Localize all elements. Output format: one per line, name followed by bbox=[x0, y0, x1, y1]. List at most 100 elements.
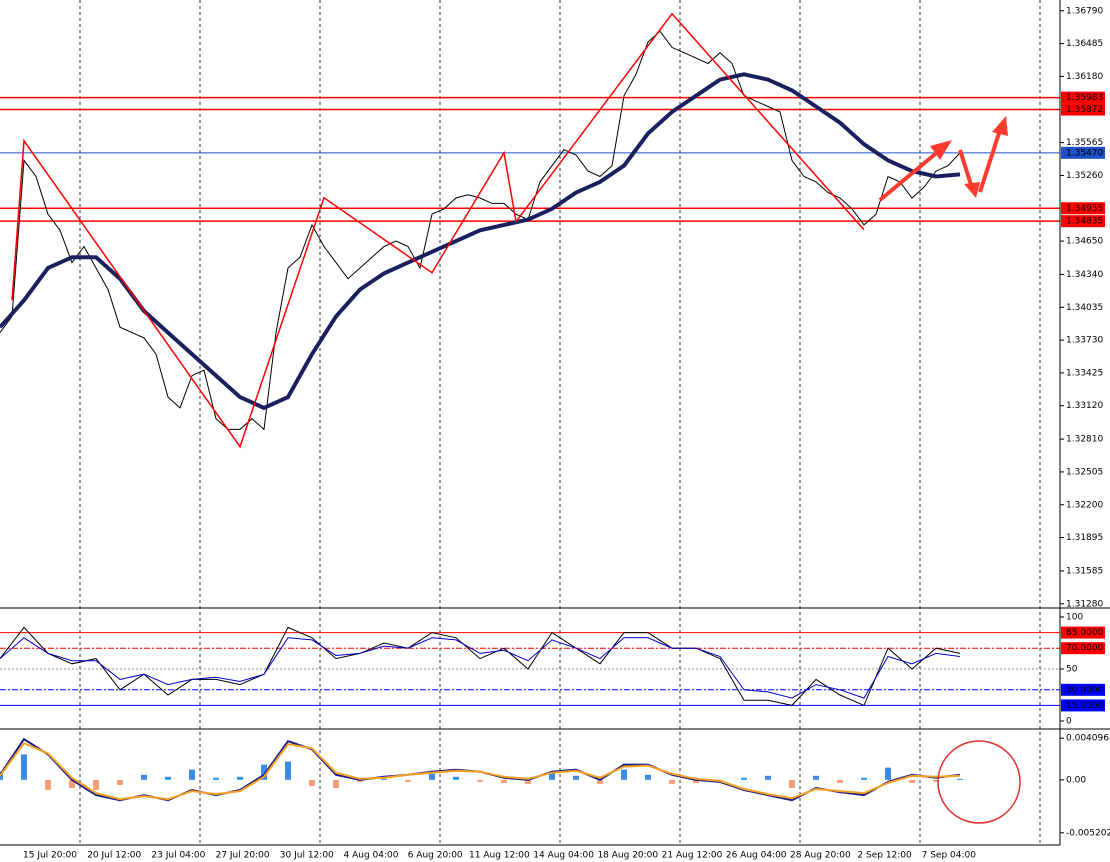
y-tick-label: 50 bbox=[1066, 665, 1078, 675]
level-label-bg bbox=[1061, 91, 1105, 104]
histogram-bar bbox=[69, 779, 75, 788]
y-tick-label: 0.0040965 bbox=[1066, 734, 1110, 744]
y-tick-label: 1.35565 bbox=[1066, 138, 1103, 148]
y-tick-label: 1.32810 bbox=[1066, 435, 1103, 445]
y-tick-label: 1.34835 bbox=[1066, 217, 1103, 227]
oscillator-line bbox=[0, 626, 961, 707]
histogram-bar bbox=[597, 779, 603, 784]
histogram-bar bbox=[453, 776, 459, 780]
histogram-bar bbox=[333, 779, 339, 788]
macd-line bbox=[0, 741, 961, 801]
moving-average bbox=[0, 72, 961, 411]
histogram-bar bbox=[165, 776, 171, 780]
y-tick-label: 1.31280 bbox=[1066, 599, 1103, 609]
arrow bbox=[978, 129, 1002, 193]
level-label-bg bbox=[1061, 215, 1105, 228]
y-tick-label: 15.0000 bbox=[1066, 701, 1103, 711]
histogram-bar bbox=[957, 778, 963, 780]
histogram-bar bbox=[765, 775, 771, 780]
forecast-arrows bbox=[878, 116, 1008, 202]
arrow-head bbox=[992, 116, 1008, 136]
y-tick-label: 1.33425 bbox=[1066, 368, 1103, 378]
x-tick-label: 26 Aug 04:00 bbox=[726, 851, 787, 861]
arrow bbox=[958, 149, 974, 189]
histogram-bar bbox=[789, 779, 795, 788]
y-tick-label: 1.34650 bbox=[1066, 237, 1103, 247]
price-line bbox=[0, 30, 961, 431]
x-tick-label: 28 Aug 20:00 bbox=[790, 851, 851, 861]
histogram-bar bbox=[237, 776, 243, 780]
histogram-bar bbox=[93, 779, 99, 791]
x-tick-label: 23 Jul 04:00 bbox=[151, 851, 205, 861]
histogram-bar bbox=[549, 771, 555, 780]
y-tick-label: 1.33120 bbox=[1066, 401, 1103, 411]
x-tick-label: 21 Aug 12:00 bbox=[662, 851, 723, 861]
y-tick-label: 1.35872 bbox=[1066, 105, 1103, 115]
histogram-bar bbox=[861, 777, 867, 780]
histogram-bar bbox=[21, 754, 27, 780]
y-tick-label: 1.35983 bbox=[1066, 93, 1103, 103]
y-tick-label: 30.0000 bbox=[1066, 685, 1103, 695]
histogram-bar bbox=[429, 773, 435, 780]
histogram-bar bbox=[405, 779, 411, 782]
histogram-bar bbox=[0, 771, 3, 780]
histogram-bar bbox=[141, 774, 147, 780]
y-tick-label: 1.36790 bbox=[1066, 6, 1103, 16]
level-label-bg bbox=[1061, 642, 1105, 655]
histogram-bar bbox=[813, 775, 819, 780]
x-tick-label: 20 Jul 12:00 bbox=[87, 851, 141, 861]
level-label-bg bbox=[1061, 683, 1105, 696]
x-tick-label: 15 Jul 20:00 bbox=[23, 851, 77, 861]
x-tick-label: 27 Jul 20:00 bbox=[216, 851, 270, 861]
histogram-bar bbox=[933, 779, 939, 782]
x-tick-label: 18 Aug 20:00 bbox=[597, 851, 658, 861]
x-tick-label: 30 Jul 12:00 bbox=[280, 851, 334, 861]
histogram-bar bbox=[501, 779, 507, 783]
histogram-bar bbox=[669, 779, 675, 784]
histogram-bar bbox=[573, 775, 579, 780]
arrow bbox=[878, 148, 942, 202]
y-tick-label: 1.35470 bbox=[1066, 148, 1103, 158]
y-tick-label: 1.31585 bbox=[1066, 566, 1103, 576]
x-tick-label: 7 Sep 04:00 bbox=[922, 851, 977, 861]
histogram-bar bbox=[645, 774, 651, 780]
y-tick-label: 85.0000 bbox=[1066, 628, 1103, 638]
highlight-circle bbox=[937, 740, 1021, 824]
y-tick-label: 1.36485 bbox=[1066, 39, 1103, 49]
y-tick-label: 1.34955 bbox=[1066, 204, 1103, 214]
level-label-bg bbox=[1061, 626, 1105, 639]
level-label-bg bbox=[1061, 146, 1105, 159]
y-tick-label: 1.32505 bbox=[1066, 467, 1103, 477]
histogram-bar bbox=[261, 764, 267, 780]
oscillator-line bbox=[0, 637, 961, 699]
y-tick-label: 1.31895 bbox=[1066, 533, 1103, 543]
y-tick-label: 1.35260 bbox=[1066, 171, 1103, 181]
histogram-bar bbox=[213, 777, 219, 780]
histogram-bar bbox=[693, 779, 699, 783]
level-label-bg bbox=[1061, 103, 1105, 116]
level-label-bg bbox=[1061, 202, 1105, 215]
level-label-bg bbox=[1061, 699, 1105, 712]
y-tick-label: 1.34340 bbox=[1066, 270, 1103, 280]
y-tick-label: 100 bbox=[1066, 612, 1083, 622]
histogram-bar bbox=[909, 779, 915, 783]
histogram-bar bbox=[117, 779, 123, 785]
y-tick-label: 1.36180 bbox=[1066, 72, 1103, 82]
y-tick-label: 0.00 bbox=[1066, 775, 1086, 785]
x-tick-label: 6 Aug 20:00 bbox=[408, 851, 463, 861]
x-tick-label: 4 Aug 04:00 bbox=[344, 851, 399, 861]
histogram-bar bbox=[285, 761, 291, 780]
x-tick-label: 11 Aug 12:00 bbox=[469, 851, 530, 861]
y-tick-label: -0.005202 bbox=[1066, 828, 1110, 838]
histogram-bar bbox=[741, 777, 747, 780]
zigzag bbox=[11, 12, 865, 449]
histogram-bar bbox=[309, 779, 315, 786]
y-tick-label: 1.32200 bbox=[1066, 500, 1103, 510]
x-tick-label: 2 Sep 12:00 bbox=[857, 851, 912, 861]
histogram-bar bbox=[837, 779, 843, 783]
histogram-bar bbox=[621, 769, 627, 780]
y-tick-label: 1.34035 bbox=[1066, 303, 1103, 313]
y-tick-label: 70.0000 bbox=[1066, 644, 1103, 654]
